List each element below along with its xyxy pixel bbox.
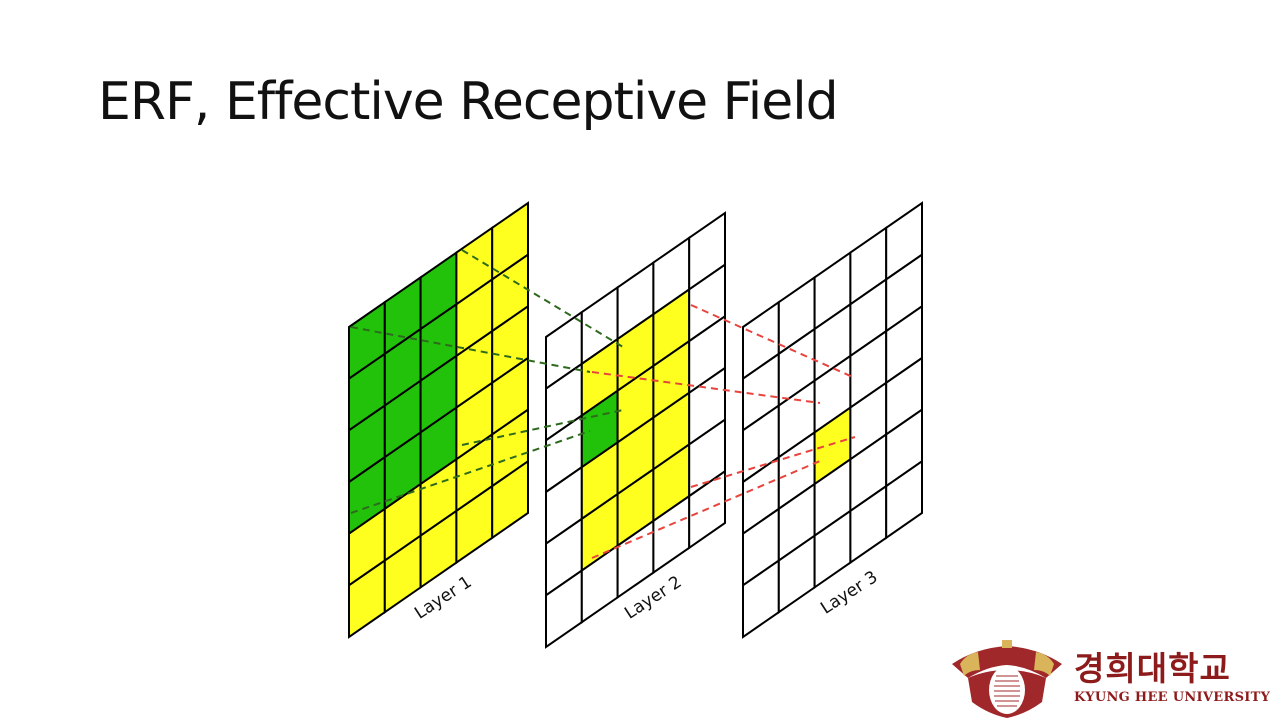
university-logo: 경희대학교 KYUNG HEE UNIVERSITY — [946, 640, 1276, 720]
connector-line — [461, 409, 624, 446]
layer-1-cell — [491, 459, 529, 540]
layer-3-cell — [885, 459, 923, 540]
connector-line — [350, 326, 591, 373]
layer-3-grid — [742, 201, 923, 639]
connector-line — [350, 430, 591, 514]
slide-title: ERF, Effective Receptive Field — [98, 72, 839, 132]
layer-2-grid — [545, 211, 726, 649]
connector-line — [461, 249, 624, 348]
connector-line — [690, 304, 856, 379]
connector-line — [690, 436, 856, 488]
logo-english-text: KYUNG HEE UNIVERSITY — [1074, 690, 1271, 705]
connector-lines — [350, 249, 856, 559]
connector-line — [591, 460, 821, 559]
connector-line — [591, 371, 821, 404]
emblem-icon — [952, 640, 1062, 718]
logo-korean-text: 경희대학교 — [1074, 649, 1231, 688]
layer-1-grid — [348, 201, 529, 639]
